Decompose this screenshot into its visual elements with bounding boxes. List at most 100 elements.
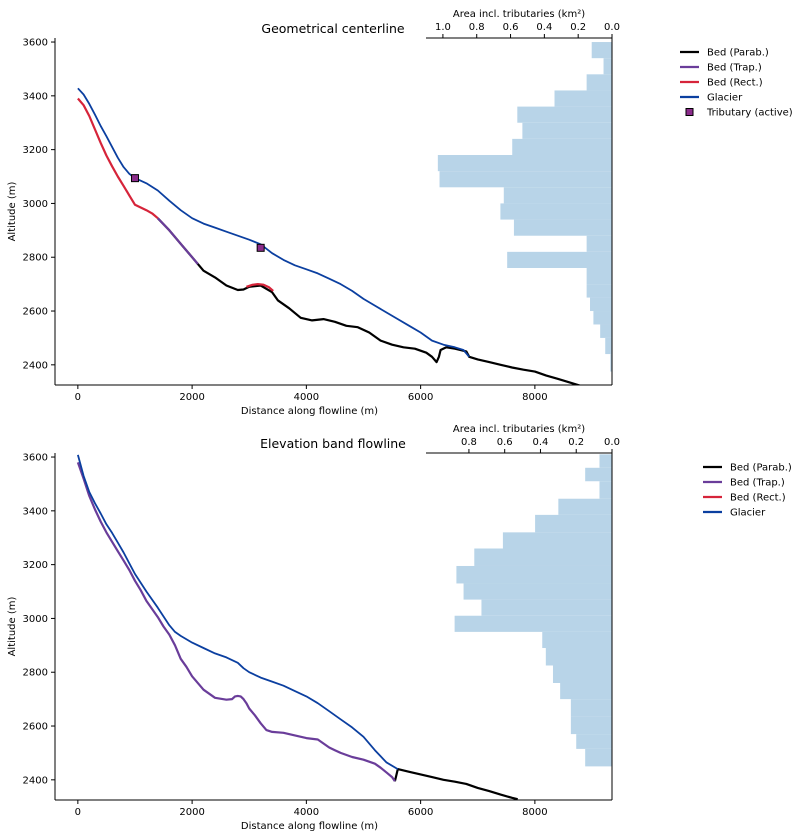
hist-bar — [576, 734, 612, 749]
hist-bar — [610, 354, 612, 372]
y-tick-label: 3200 — [23, 560, 48, 571]
hist-bar — [503, 187, 612, 204]
x-axis-label: Distance along flowline (m) — [241, 821, 378, 832]
hist-bar — [463, 583, 612, 600]
x-tick-label: 2000 — [179, 807, 204, 818]
legend-label: Bed (Rect.) — [730, 493, 786, 504]
x-tick-label: 0 — [75, 392, 81, 403]
y-tick-label: 3400 — [23, 91, 48, 102]
hist-bar — [439, 171, 612, 188]
y-tick-label: 3000 — [23, 614, 48, 625]
legend-label: Bed (Parab.) — [730, 463, 792, 474]
hist-tick-label: 1.0 — [435, 22, 451, 33]
tributary-marker — [256, 243, 265, 252]
legend-label: Glacier — [707, 93, 743, 104]
series-line-glacier — [77, 454, 399, 770]
x-tick-label: 6000 — [408, 807, 433, 818]
hist-bar — [522, 122, 612, 139]
hist-bar — [474, 548, 612, 566]
hist-bar — [586, 235, 612, 252]
hist-bar — [599, 454, 612, 468]
hist-bar — [585, 467, 612, 482]
x-tick-label: 8000 — [522, 392, 547, 403]
y-tick-label: 3400 — [23, 506, 48, 517]
x-tick-label: 0 — [75, 807, 81, 818]
hist-tick-label: 0.4 — [536, 22, 552, 33]
hist-bar — [603, 58, 612, 75]
y-tick-label: 3000 — [23, 199, 48, 210]
hist-tick-label: 0.8 — [461, 437, 477, 448]
hist-tick-label: 0.2 — [570, 22, 586, 33]
y-tick-label: 2600 — [23, 722, 48, 733]
series-group — [76, 454, 518, 800]
hist-tick-label: 0.6 — [503, 22, 519, 33]
x-tick-label: 8000 — [522, 807, 547, 818]
legend-label: Bed (Parab.) — [707, 48, 769, 59]
hist-bar — [590, 297, 612, 312]
hist-bar — [552, 665, 612, 683]
hist-bar — [586, 267, 612, 285]
hist-bar — [545, 648, 612, 666]
hist-axis-label: Area incl. tributaries (km²) — [453, 424, 585, 435]
hist-tick-label: 0.8 — [469, 22, 485, 33]
y-tick-label: 2400 — [23, 775, 48, 786]
hist-bar — [513, 219, 612, 236]
hist-bar — [437, 155, 612, 172]
y-tick-label: 3200 — [23, 145, 48, 156]
series-line-bed-parab — [157, 217, 583, 385]
series-line-bed-trap — [76, 462, 396, 782]
hist-bar — [558, 498, 612, 515]
hist-bar — [570, 716, 612, 735]
hist-bar — [591, 42, 612, 59]
y-tick-label: 2600 — [23, 307, 48, 318]
hist-tick-label: 0.4 — [533, 437, 549, 448]
x-tick-label: 6000 — [408, 392, 433, 403]
hist-tick-label: 0.0 — [604, 22, 620, 33]
legend-label: Bed (Rect.) — [707, 78, 763, 89]
series-line-bed-trap — [157, 217, 199, 265]
y-tick-label: 2800 — [23, 668, 48, 679]
hist-bar — [500, 203, 612, 220]
legend-marker — [685, 108, 694, 116]
hist-bar — [507, 251, 612, 268]
hist-tick-label: 0.6 — [497, 437, 513, 448]
hist-bar — [586, 284, 612, 298]
series-line-bed-parab — [393, 767, 518, 800]
legend-label: Glacier — [730, 508, 766, 519]
hist-bar — [570, 699, 612, 717]
legend-label: Tributary (active) — [706, 108, 793, 119]
x-tick-label: 2000 — [179, 392, 204, 403]
x-tick-label: 4000 — [294, 392, 319, 403]
hist-tick-label: 0.0 — [604, 437, 620, 448]
y-axis-label: Altitude (m) — [7, 597, 18, 657]
series-line-bed-rect — [77, 97, 159, 220]
hist-bar — [585, 748, 612, 767]
x-tick-label: 4000 — [294, 807, 319, 818]
tributary-marker — [130, 174, 139, 183]
x-axis-label: Distance along flowline (m) — [241, 406, 378, 417]
hist-bar — [517, 106, 612, 123]
hist-bar — [605, 337, 612, 355]
legend-label: Bed (Trap.) — [730, 478, 785, 489]
hist-tick-label: 0.2 — [568, 437, 584, 448]
chart-title: Elevation band flowline — [260, 436, 406, 451]
hist-bar — [542, 631, 612, 649]
series-group — [77, 87, 583, 385]
hist-bar — [554, 90, 612, 107]
hist-bar — [600, 324, 612, 338]
chart-title: Geometrical centerline — [261, 21, 404, 36]
y-tick-label: 2800 — [23, 253, 48, 264]
hist-axis-label: Area incl. tributaries (km²) — [453, 9, 585, 20]
hist-bar — [593, 311, 612, 325]
series-line-bed-rect — [246, 283, 274, 292]
series-line-glacier — [77, 87, 470, 358]
y-tick-label: 3600 — [23, 453, 48, 464]
hist-bar — [560, 682, 612, 700]
y-tick-label: 3600 — [23, 38, 48, 49]
hist-bar — [535, 514, 612, 533]
hist-bar — [586, 74, 612, 91]
y-axis-label: Altitude (m) — [7, 182, 18, 242]
hist-bar — [599, 481, 612, 499]
hist-bar — [512, 138, 612, 156]
